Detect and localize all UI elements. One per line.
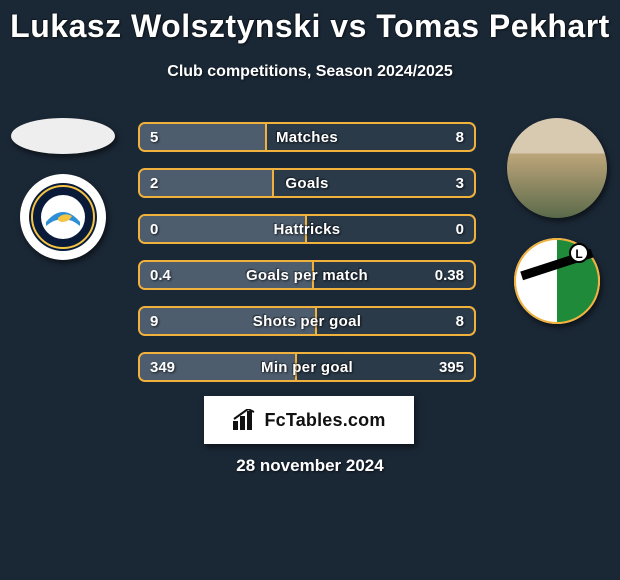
stat-row: 0.4Goals per match0.38 bbox=[138, 260, 476, 290]
right-player-column: L bbox=[502, 118, 612, 324]
stat-right-value: 0 bbox=[456, 221, 464, 238]
stat-label: Min per goal bbox=[140, 359, 474, 376]
stat-label: Goals per match bbox=[140, 267, 474, 284]
svg-text:L: L bbox=[575, 247, 582, 261]
brand-watermark: FcTables.com bbox=[204, 396, 414, 444]
stat-label: Matches bbox=[140, 129, 474, 146]
left-player-avatar bbox=[11, 118, 115, 154]
brand-text: FcTables.com bbox=[264, 410, 385, 431]
left-player-column bbox=[8, 118, 118, 260]
stat-row: 5Matches8 bbox=[138, 122, 476, 152]
stat-label: Goals bbox=[140, 175, 474, 192]
legia-badge-icon: L bbox=[514, 238, 600, 324]
fctables-logo-icon bbox=[232, 409, 258, 431]
footer-date: 28 november 2024 bbox=[0, 456, 620, 476]
stat-right-value: 8 bbox=[456, 129, 464, 146]
left-club-badge bbox=[20, 174, 106, 260]
stal-mielec-badge-icon bbox=[28, 182, 98, 252]
stat-row: 2Goals3 bbox=[138, 168, 476, 198]
stat-label: Shots per goal bbox=[140, 313, 474, 330]
page-title: Lukasz Wolsztynski vs Tomas Pekhart bbox=[0, 0, 620, 45]
stat-row: 0Hattricks0 bbox=[138, 214, 476, 244]
right-club-badge: L bbox=[514, 238, 600, 324]
stat-right-value: 0.38 bbox=[435, 267, 464, 284]
stat-row: 9Shots per goal8 bbox=[138, 306, 476, 336]
stat-row: 349Min per goal395 bbox=[138, 352, 476, 382]
stat-right-value: 8 bbox=[456, 313, 464, 330]
right-player-avatar bbox=[507, 118, 607, 218]
stats-table: 5Matches8 2Goals3 0Hattricks0 0.4Goals per … bbox=[138, 122, 476, 382]
page-subtitle: Club competitions, Season 2024/2025 bbox=[0, 63, 620, 81]
stat-label: Hattricks bbox=[140, 221, 474, 238]
stat-right-value: 395 bbox=[439, 359, 464, 376]
stat-right-value: 3 bbox=[456, 175, 464, 192]
